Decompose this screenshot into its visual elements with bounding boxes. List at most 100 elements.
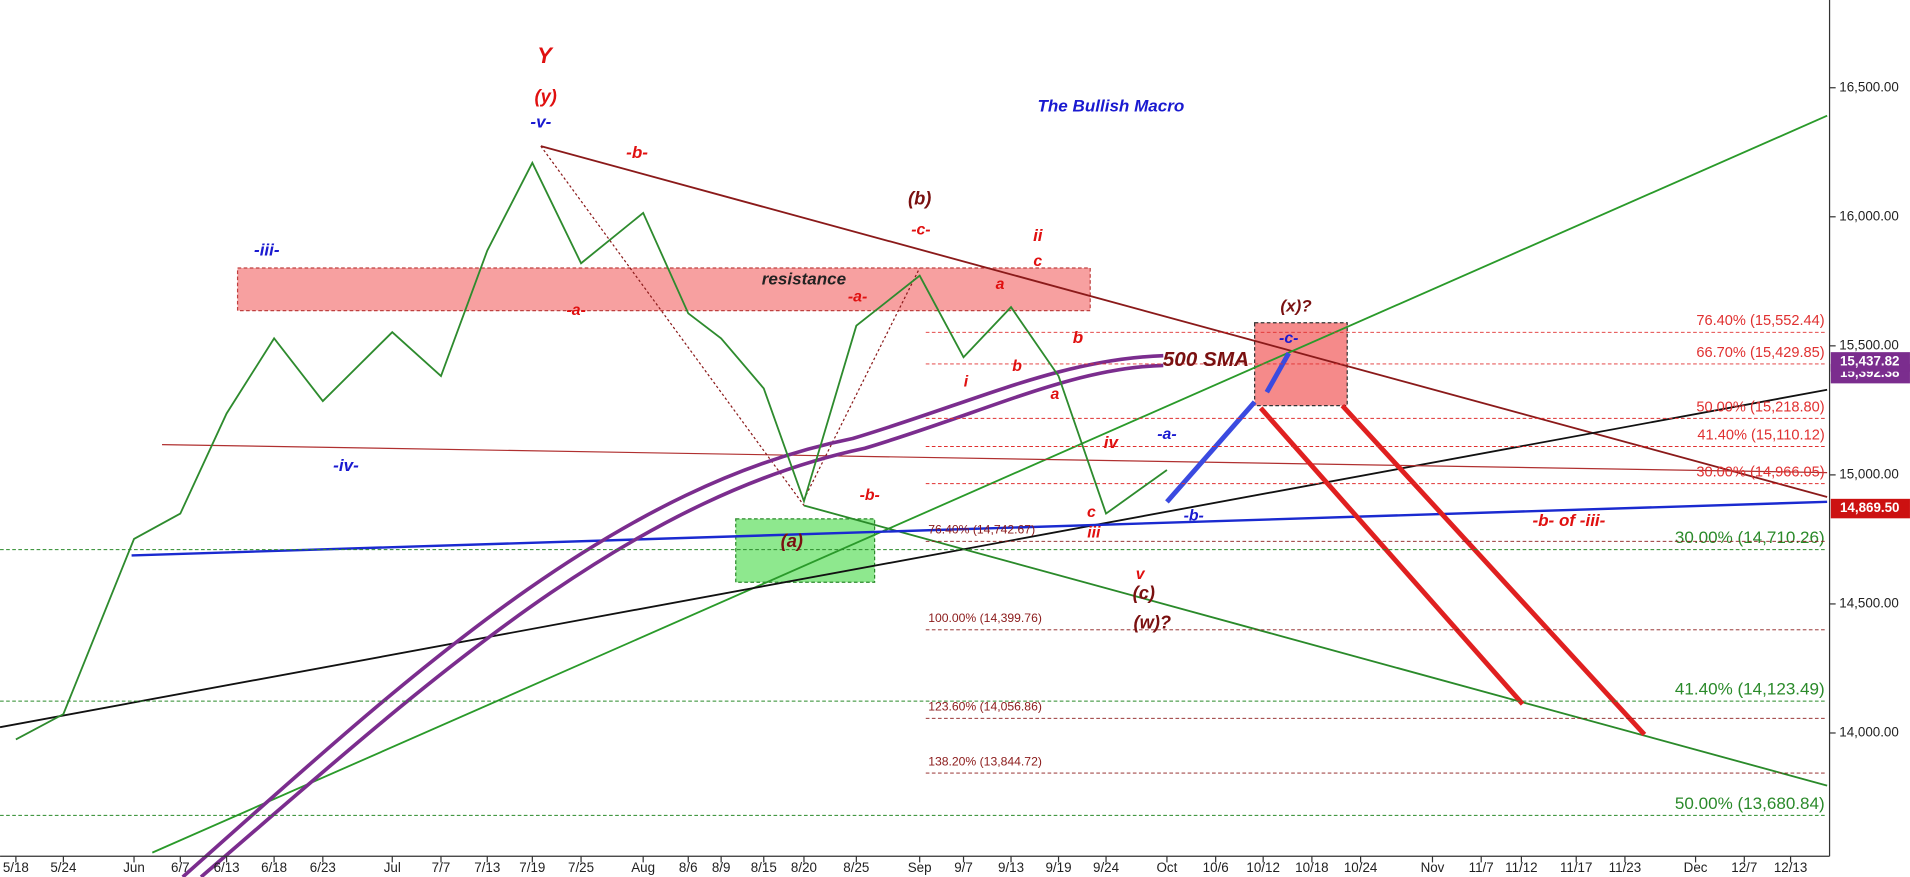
fib-label: 138.20% (13,844.72) [928,754,1042,768]
projection [1340,403,1647,737]
projection [1264,352,1291,394]
x-tick-label: 11/12 [1505,860,1537,875]
wave-label: iii [1087,525,1101,542]
trendline [131,500,1828,557]
y-tick-label: 16,000.00 [1839,208,1899,223]
y-tick-label: 15,500.00 [1839,337,1899,352]
trendline [0,388,1828,729]
x-tick-label: Sep [908,860,932,875]
resistance-zone [236,267,1091,312]
wave-label: b [1012,358,1022,375]
x-tick-label: 11/7 [1469,860,1494,875]
x-tick-label: 10/18 [1295,860,1328,875]
y-tick-label: 14,500.00 [1839,595,1899,610]
wave-label: iv [1104,433,1120,452]
wave-label: (x)? [1280,296,1312,315]
x-tick-label: 8/9 [712,860,731,875]
fib-label: 100.00% (14,399.76) [928,611,1042,625]
wave-label: resistance [762,270,846,289]
wave-label: c [1087,504,1096,521]
x-tick-label: 7/19 [519,860,545,875]
x-tick-label: 10/6 [1203,860,1229,875]
x-tick-label: 12/13 [1774,860,1807,875]
x-tick-label: 7/13 [474,860,500,875]
trendline [162,443,1828,474]
x-tick-label: 9/13 [998,860,1024,875]
wave-label: v [1136,566,1146,583]
fib-label: 66.70% (15,429.85) [1696,345,1824,361]
x-tick-label: 6/23 [310,860,336,875]
fib-label: 41.40% (15,110.12) [1697,427,1824,443]
wave-label: ii [1033,226,1044,245]
wave-label: -c- [1279,330,1298,347]
x-tick-label: 7/25 [568,860,594,875]
trendline [540,145,805,506]
fib-label: 50.00% (15,218.80) [1696,399,1824,415]
x-tick-label: 5/24 [50,860,77,875]
support-zone [735,518,876,583]
wave-label: 500 SMA [1163,348,1249,371]
wave-label: -b- [860,487,880,504]
price-tag-label: 14,869.50 [1840,500,1900,515]
fib-label: 41.40% (14,123.49) [1675,680,1825,699]
wave-label: (b) [908,188,931,209]
fib-label: 76.40% (15,552.44) [1696,313,1824,329]
x-tick-label: 6/7 [171,860,190,875]
x-tick-label: 6/13 [214,860,240,875]
x-tick-label: 9/19 [1046,860,1072,875]
trendline [540,145,1828,498]
x-tick-label: 8/15 [751,860,777,875]
wave-label: -b- [626,143,648,162]
sma-band [181,353,1164,877]
fib-label: 50.00% (13,680.84) [1675,794,1825,813]
price-line [15,160,1168,741]
x-tick-label: Nov [1421,860,1445,875]
wave-label: -a- [848,288,867,305]
projection [1165,400,1257,504]
x-tick-label: 8/20 [791,860,817,875]
wave-label: -v- [530,113,551,132]
y-tick-label: 15,000.00 [1839,466,1899,481]
wave-label: a [996,276,1005,293]
x-tick-label: 11/23 [1609,860,1641,875]
x-tick-label: 7/7 [432,860,451,875]
price-tag-label: 15,437.82 [1840,353,1900,368]
x-tick-label: 12/7 [1731,860,1757,875]
x-tick-label: Dec [1684,860,1708,875]
wave-label: i [964,374,969,391]
fib-label: 30.00% (14,710.26) [1675,528,1825,547]
wave-label: (c) [1133,582,1155,603]
x-tick-label: 5/18 [3,860,29,875]
x-tick-label: 9/24 [1093,860,1120,875]
wave-label: c [1033,253,1042,270]
wave-label: -a- [567,302,586,319]
trendline [151,114,1828,854]
wave-label: -c- [911,221,930,238]
x-tick-label: 10/24 [1344,860,1378,875]
x-tick-label: Aug [631,860,655,875]
x-tick-label: 8/25 [843,860,869,875]
wave-label: -b- [1184,508,1204,525]
wave-label: Y [537,43,554,68]
x-tick-label: Jul [384,860,401,875]
x-tick-label: Jun [123,860,145,875]
wave-label: b [1073,328,1083,347]
price-tag [1830,498,1910,519]
fib-label: 30.00% (14,966.05) [1696,465,1824,481]
wave-label: (y) [535,85,557,106]
wave-label: (w)? [1134,611,1172,632]
price-tag [1830,352,1910,372]
fib-label: 76.40% (14,742.67) [928,523,1035,537]
chart-title: The Bullish Macro [1037,97,1184,116]
trendline [803,504,1828,787]
wave-label: -iii- [254,240,280,259]
wave-label: (a) [781,530,803,551]
x-tick-label: 9/7 [954,860,973,875]
wave-label: -a- [1157,426,1176,443]
x-tick-label: 11/17 [1560,860,1592,875]
trendline [803,267,921,500]
projection [1258,406,1525,706]
y-tick-label: 14,000.00 [1839,725,1899,740]
